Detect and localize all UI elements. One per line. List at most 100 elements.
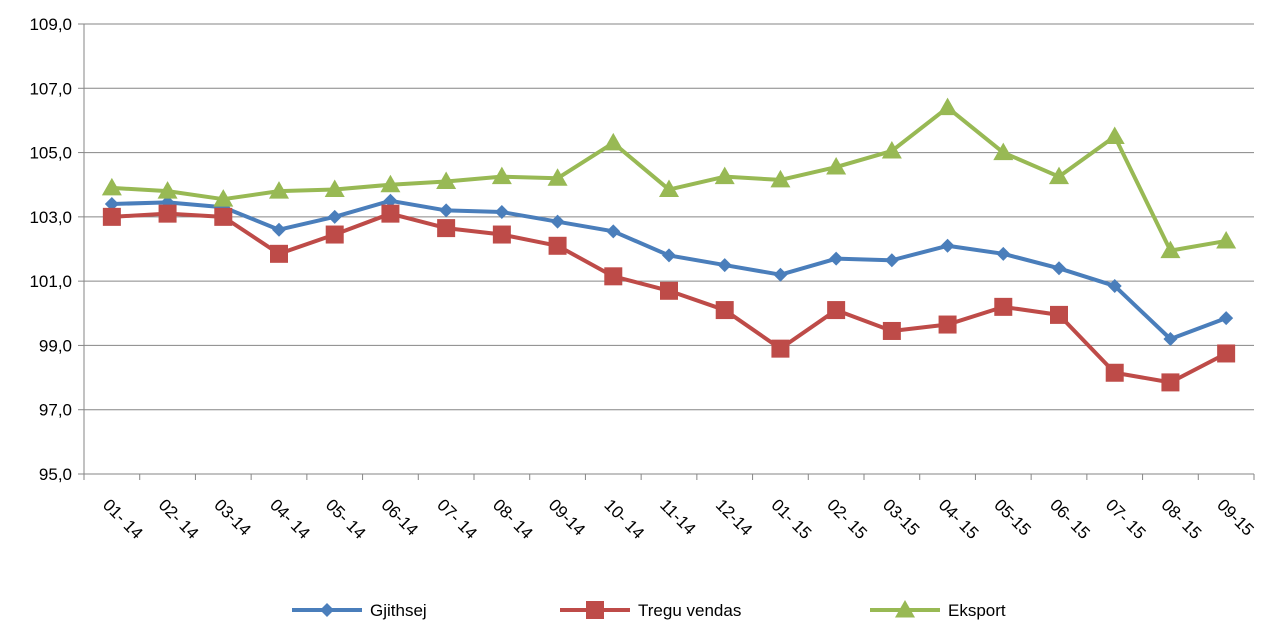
data-point: [1161, 373, 1180, 392]
data-point: [604, 267, 623, 286]
x-tick-label: 10- 14: [600, 495, 648, 543]
data-point: [1050, 305, 1068, 324]
data-point: [157, 181, 178, 199]
data-point: [270, 244, 288, 263]
data-point: [996, 246, 1011, 261]
data-point: [1217, 344, 1236, 363]
data-point: [829, 251, 844, 266]
data-point: [102, 207, 121, 226]
x-tick-label: 08- 14: [489, 495, 537, 543]
legend-entry: Eksport: [870, 600, 1006, 620]
y-tick-label: 105,0: [29, 144, 72, 163]
data-point: [213, 189, 234, 207]
y-tick-label: 99,0: [39, 336, 72, 355]
data-point: [659, 179, 679, 198]
x-tick-label: 07- 14: [433, 495, 481, 543]
x-tick-label: 03-14: [210, 495, 254, 539]
y-tick-label: 109,0: [29, 15, 72, 34]
legend-entry: Gjithsej: [292, 601, 427, 620]
x-tick-label: 08- 15: [1158, 495, 1206, 543]
data-point: [937, 97, 958, 116]
data-point: [436, 171, 457, 189]
series-group: [101, 97, 1237, 392]
data-point: [884, 253, 899, 268]
axes: [78, 23, 1255, 480]
data-point: [1104, 126, 1125, 144]
data-point: [324, 179, 345, 198]
legend-label: Tregu vendas: [638, 601, 741, 620]
data-point: [603, 132, 624, 151]
data-point: [826, 157, 847, 175]
x-tick-label: 06- 15: [1046, 495, 1094, 543]
data-point: [940, 238, 955, 253]
data-point: [269, 181, 289, 199]
x-tick-label: 05- 14: [322, 495, 370, 543]
legend-label: Eksport: [948, 601, 1006, 620]
y-tick-label: 101,0: [29, 272, 72, 291]
data-point: [550, 214, 565, 229]
legend-marker: [895, 600, 915, 618]
y-tick-label: 103,0: [29, 208, 72, 227]
data-point: [380, 174, 401, 193]
x-tick-label: 02- 15: [823, 495, 871, 543]
data-point: [548, 236, 567, 255]
data-point: [715, 301, 734, 320]
data-point: [492, 225, 511, 244]
legend-label: Gjithsej: [370, 601, 427, 620]
data-point: [104, 197, 119, 211]
data-point: [770, 169, 791, 188]
data-point: [547, 168, 568, 186]
data-point: [158, 204, 177, 223]
x-tick-label: 03-15: [879, 495, 923, 539]
data-point: [1219, 311, 1234, 326]
gridlines: [84, 23, 1254, 411]
y-tick-label: 95,0: [39, 465, 72, 484]
x-tick-label: 12-14: [712, 495, 756, 539]
data-point: [773, 267, 788, 282]
x-tick-label: 02- 14: [155, 495, 203, 543]
x-tick-label: 01- 14: [99, 495, 147, 543]
data-point: [494, 205, 509, 220]
data-point: [1049, 166, 1069, 185]
data-point: [1052, 261, 1066, 276]
data-point: [1163, 332, 1178, 346]
y-tick-label: 97,0: [39, 401, 72, 420]
x-tick-label: 01- 15: [768, 495, 816, 543]
data-point: [771, 339, 790, 358]
series-eksport: [101, 97, 1237, 259]
data-point: [606, 224, 621, 239]
legend-marker: [320, 603, 334, 617]
data-point: [994, 297, 1013, 316]
y-tick-labels: 95,0 97,0 99,0 101,0 103,0 105,0 107,0 109,0: [29, 15, 72, 484]
data-point: [662, 248, 676, 263]
data-point: [272, 222, 286, 237]
data-point: [437, 219, 456, 238]
x-tick-label: 04- 15: [935, 495, 983, 543]
data-point: [327, 209, 342, 224]
x-tick-label: 09-14: [545, 495, 589, 539]
data-point: [439, 203, 454, 218]
data-point: [101, 177, 122, 196]
x-tick-label: 05-15: [990, 495, 1034, 539]
data-point: [882, 321, 901, 340]
data-point: [1107, 278, 1122, 293]
data-point: [714, 166, 735, 185]
data-point: [881, 140, 902, 159]
data-point: [717, 258, 732, 273]
data-point: [383, 193, 398, 208]
data-point: [1160, 240, 1181, 259]
x-tick-label: 07- 15: [1102, 495, 1150, 543]
data-point: [491, 166, 512, 185]
data-point: [938, 315, 957, 334]
legend-marker: [586, 601, 604, 619]
y-tick-label: 107,0: [29, 79, 72, 98]
x-tick-labels: 01- 14 02- 14 03-14 04- 14 05- 14 06-14 07- 14…: [99, 495, 1257, 543]
data-point: [214, 207, 233, 226]
data-point: [381, 204, 400, 223]
legend: Gjithsej Tregu vendas Eksport: [292, 600, 1006, 620]
data-point: [827, 301, 846, 320]
data-point: [325, 225, 344, 244]
series-tregu-vendas: [102, 204, 1236, 392]
x-tick-label: 04- 14: [266, 495, 314, 543]
